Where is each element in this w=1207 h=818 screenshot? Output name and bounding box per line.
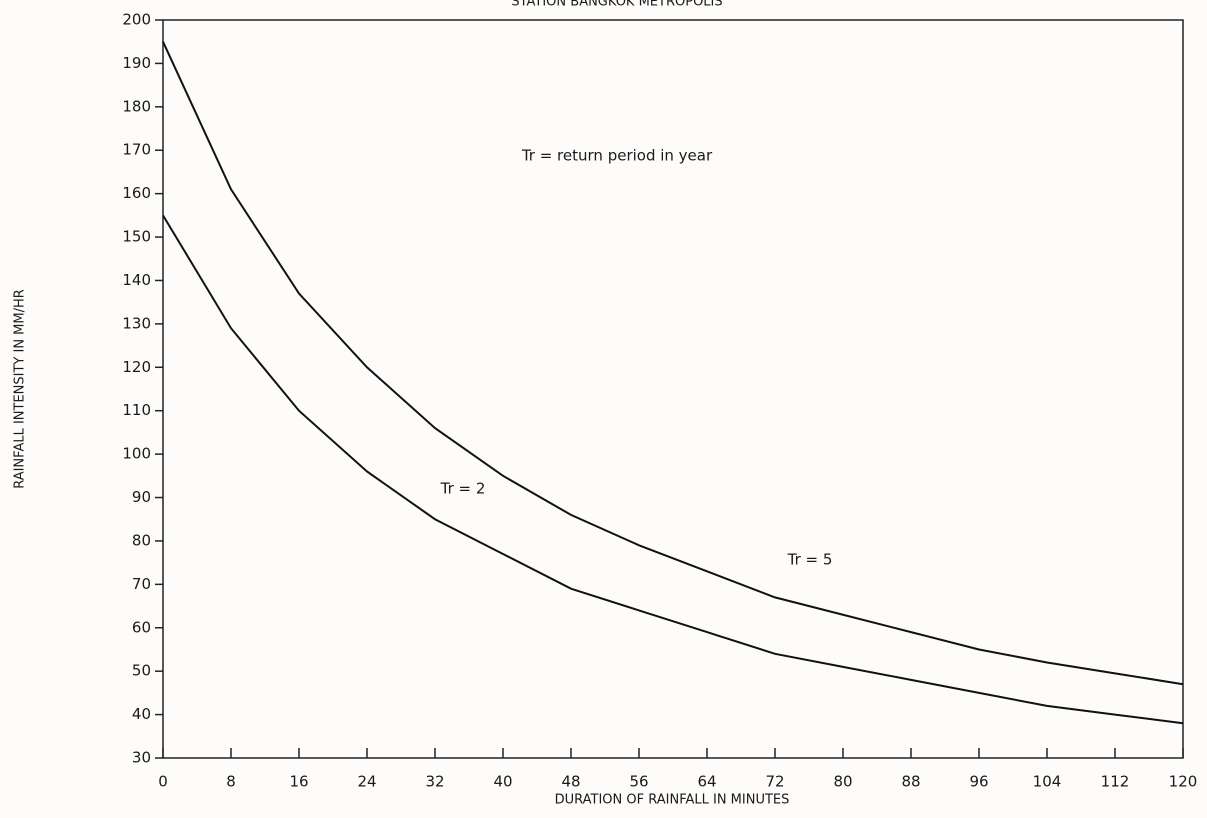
x-tick-label: 72 bbox=[765, 773, 784, 791]
y-tick-label: 180 bbox=[122, 97, 151, 115]
x-tick-label: 104 bbox=[1033, 773, 1062, 791]
x-tick-label: 16 bbox=[289, 773, 308, 791]
x-tick-label: 56 bbox=[629, 773, 648, 791]
chart: STATION BANGKOK METROPOLIS DURATION OF R… bbox=[0, 0, 1207, 818]
x-tick-label: 0 bbox=[158, 773, 168, 791]
x-tick-label: 48 bbox=[561, 773, 580, 791]
x-tick-label: 64 bbox=[697, 773, 716, 791]
y-tick-label: 150 bbox=[122, 228, 151, 246]
x-tick-label: 80 bbox=[833, 773, 852, 791]
y-tick-label: 100 bbox=[122, 445, 151, 463]
annotation: Tr = 2 bbox=[440, 480, 486, 498]
x-tick-label: 24 bbox=[357, 773, 376, 791]
x-tick-label: 88 bbox=[901, 773, 920, 791]
x-tick-label: 40 bbox=[493, 773, 512, 791]
y-tick-label: 170 bbox=[122, 141, 151, 159]
y-tick-label: 90 bbox=[132, 488, 151, 506]
y-tick-label: 80 bbox=[132, 531, 151, 549]
y-tick-label: 130 bbox=[122, 314, 151, 332]
background bbox=[0, 0, 1207, 818]
y-tick-label: 160 bbox=[122, 184, 151, 202]
x-tick-label: 112 bbox=[1101, 773, 1130, 791]
annotation: Tr = return period in year bbox=[521, 147, 713, 165]
y-tick-label: 60 bbox=[132, 618, 151, 636]
chart-title: STATION BANGKOK METROPOLIS bbox=[511, 0, 722, 10]
y-tick-label: 70 bbox=[132, 575, 151, 593]
x-tick-label: 8 bbox=[226, 773, 236, 791]
y-tick-label: 110 bbox=[122, 401, 151, 419]
page: STATION BANGKOK METROPOLIS DURATION OF R… bbox=[0, 0, 1207, 818]
y-tick-label: 50 bbox=[132, 662, 151, 680]
y-tick-label: 40 bbox=[132, 705, 151, 723]
y-tick-label: 140 bbox=[122, 271, 151, 289]
y-tick-label: 30 bbox=[132, 749, 151, 767]
y-tick-label: 120 bbox=[122, 358, 151, 376]
x-tick-label: 120 bbox=[1169, 773, 1198, 791]
y-tick-label: 190 bbox=[122, 54, 151, 72]
y-axis-label: RAINFALL INTENSITY IN MM/HR bbox=[13, 289, 28, 489]
x-tick-label: 32 bbox=[425, 773, 444, 791]
x-axis-label: DURATION OF RAINFALL IN MINUTES bbox=[555, 793, 790, 808]
y-tick-label: 200 bbox=[122, 11, 151, 29]
x-tick-label: 96 bbox=[969, 773, 988, 791]
annotation: Tr = 5 bbox=[787, 551, 833, 569]
